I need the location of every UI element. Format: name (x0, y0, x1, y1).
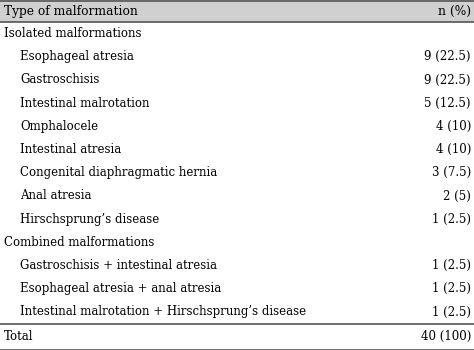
Text: 1 (2.5): 1 (2.5) (432, 259, 471, 272)
Text: Intestinal malrotation + Hirschsprung’s disease: Intestinal malrotation + Hirschsprung’s … (20, 306, 306, 318)
Text: 2 (5): 2 (5) (443, 189, 471, 203)
Text: 9 (22.5): 9 (22.5) (425, 74, 471, 86)
Text: Combined malformations: Combined malformations (4, 236, 155, 249)
Text: Omphalocele: Omphalocele (20, 120, 98, 133)
Text: 4 (10): 4 (10) (436, 120, 471, 133)
Text: Intestinal malrotation: Intestinal malrotation (20, 97, 149, 110)
Text: Anal atresia: Anal atresia (20, 189, 91, 203)
Text: Hirschsprung’s disease: Hirschsprung’s disease (20, 213, 159, 226)
Text: Esophageal atresia: Esophageal atresia (20, 50, 134, 63)
Text: 1 (2.5): 1 (2.5) (432, 282, 471, 295)
Text: Isolated malformations: Isolated malformations (4, 27, 142, 40)
Text: Gastroschisis: Gastroschisis (20, 74, 100, 86)
Text: Gastroschisis + intestinal atresia: Gastroschisis + intestinal atresia (20, 259, 217, 272)
Text: 4 (10): 4 (10) (436, 143, 471, 156)
Text: 9 (22.5): 9 (22.5) (425, 50, 471, 63)
Text: n (%): n (%) (438, 5, 471, 18)
Text: 3 (7.5): 3 (7.5) (432, 166, 471, 179)
Bar (0, 0, 474, 22)
Text: Intestinal atresia: Intestinal atresia (20, 143, 121, 156)
Text: Esophageal atresia + anal atresia: Esophageal atresia + anal atresia (20, 282, 221, 295)
Text: 1 (2.5): 1 (2.5) (432, 213, 471, 226)
Text: 40 (100): 40 (100) (420, 330, 471, 343)
Text: Congenital diaphragmatic hernia: Congenital diaphragmatic hernia (20, 166, 217, 179)
Text: Total: Total (4, 330, 34, 343)
Text: 1 (2.5): 1 (2.5) (432, 306, 471, 318)
Text: Type of malformation: Type of malformation (4, 5, 138, 18)
Text: 5 (12.5): 5 (12.5) (425, 97, 471, 110)
